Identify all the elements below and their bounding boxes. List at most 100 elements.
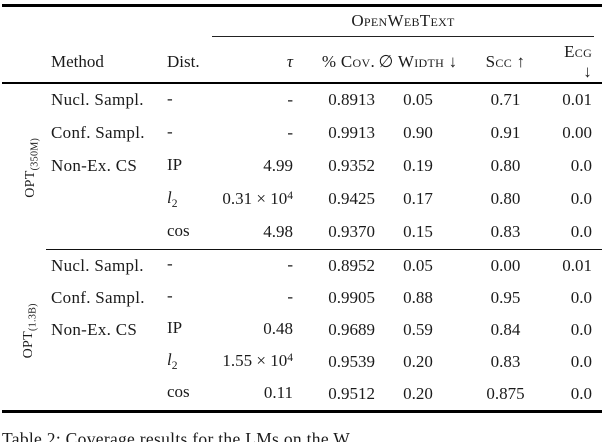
group-label-sub: (1.3B) [27, 303, 39, 332]
table-row: OPT(1.3B) Nucl. Sampl. - - 0.8952 0.05 0… [2, 249, 602, 358]
cell-scc: 0.80 [490, 156, 521, 175]
cell-scc: 0.80 [490, 189, 521, 208]
col-header-method: Method [46, 41, 162, 84]
table-row: cos 0.11 0.9512 0.20 0.875 0.0 [2, 378, 602, 412]
dataset-spanner-row: OpenWebText [2, 6, 602, 42]
cell-dist: l2 [167, 350, 178, 373]
cell-dist: cos [162, 215, 204, 250]
cell-method [46, 378, 162, 412]
col-header-cov: % Cov. [296, 41, 378, 84]
cell-width: 0.05 [403, 90, 433, 109]
cell-scc: 0.91 [490, 123, 521, 142]
cell-cov: 0.9913 [328, 123, 375, 142]
group-opt-1-3b: OPT(1.3B) Nucl. Sampl. - - 0.8952 0.05 0… [2, 249, 602, 411]
cell-cov: 0.9512 [328, 383, 375, 403]
cell-scc: 0.71 [490, 90, 521, 109]
cell-ecg: 0.0 [570, 383, 593, 403]
cell-ecg: 0.0 [570, 287, 593, 307]
cell-tau: - [287, 287, 293, 307]
cell-tau: - [287, 255, 293, 275]
cell-tau: 1.55 × 104 [222, 351, 293, 371]
cell-ecg: 0.0 [570, 319, 593, 339]
cell-tau: 4.98 [204, 215, 296, 250]
table-row: OPT(350M) Nucl. Sampl. - - 0.8913 0.05 0… [2, 83, 602, 198]
col-header-scc: Scc ↑ [458, 41, 553, 84]
cell-cov: 0.9539 [328, 351, 375, 371]
cell-ecg: 0.01 [562, 255, 593, 275]
results-table: OpenWebText Method Dist. τ % Cov. ∅ Widt… [2, 4, 603, 413]
group-label-base: OPT [23, 170, 39, 199]
dataset-spanner: OpenWebText [204, 6, 602, 42]
cell-method [46, 183, 162, 216]
cell-ecg: 0.0 [570, 156, 593, 175]
table-row: Non-Ex. CS IP 0.48 0.9689 0.59 0.84 0.0 [2, 314, 602, 346]
cell-width: 0.20 [403, 351, 433, 371]
cell-tau: 0.11 [263, 383, 293, 403]
cell-cov: 0.8952 [328, 255, 375, 275]
col-header-tau: τ [204, 41, 296, 84]
group-label-opt-350m: OPT(350M) [2, 83, 46, 250]
cell-dist: - [167, 254, 173, 274]
table-caption: Table 2: Coverage results for the LMs on… [2, 429, 351, 442]
cell-width: 0.90 [403, 123, 433, 142]
header-spacer [2, 41, 46, 84]
cell-ecg: 0.0 [553, 215, 603, 250]
col-header-dist: Dist. [162, 41, 204, 84]
group-opt-350m: OPT(350M) Nucl. Sampl. - - 0.8913 0.05 0… [2, 83, 603, 250]
cell-cov: 0.9905 [328, 287, 375, 307]
cell-dist: - [167, 88, 173, 108]
cell-method: Non-Ex. CS [51, 156, 138, 175]
cell-scc: 0.95 [490, 287, 521, 307]
col-header-ecg: Ecg ↓ [553, 41, 603, 84]
cell-method [46, 215, 162, 250]
cell-method: Conf. Sampl. [51, 123, 145, 142]
table-row: Conf. Sampl. - - 0.9913 0.90 0.91 0.00 [2, 117, 602, 150]
spanner-spacer [2, 6, 204, 42]
cell-width: 0.20 [403, 383, 433, 403]
cell-width: 0.17 [403, 189, 433, 208]
table-row: Non-Ex. CS IP 4.99 0.9352 0.19 0.80 0.0 [2, 150, 602, 183]
cell-scc: 0.84 [490, 319, 521, 339]
table-header: OpenWebText Method Dist. τ % Cov. ∅ Widt… [2, 6, 603, 84]
cell-method: Nucl. Sampl. [51, 90, 144, 109]
cell-dist: - [167, 121, 173, 141]
cell-method [46, 346, 162, 378]
cell-tau: - [287, 90, 293, 110]
col-header-width: ∅ Width ↓ [378, 41, 458, 84]
cell-scc: 0.83 [490, 351, 521, 371]
cell-cov: 0.9370 [296, 215, 378, 250]
group-label-base: OPT [20, 331, 36, 359]
cell-cov: 0.9689 [328, 319, 375, 339]
cell-ecg: 0.00 [562, 123, 593, 142]
cell-tau: 0.48 [263, 319, 293, 339]
cell-method: Non-Ex. CS [51, 319, 138, 339]
group-label-sub: (350M) [29, 138, 41, 171]
cell-ecg: 0.0 [570, 351, 593, 371]
cell-method: Nucl. Sampl. [51, 255, 144, 275]
cell-cov: 0.8913 [328, 90, 375, 109]
cell-cov: 0.9425 [328, 189, 375, 208]
cell-width: 0.05 [403, 255, 433, 275]
cell-scc: 0.83 [458, 215, 553, 250]
cell-cov: 0.9352 [328, 156, 375, 175]
table-row: l2 0.31 × 104 0.9425 0.17 0.80 0.0 [2, 183, 602, 216]
cell-width: 0.19 [403, 156, 433, 175]
cell-dist: cos [167, 382, 190, 402]
cell-method: Conf. Sampl. [51, 287, 145, 307]
cell-tau: 4.99 [263, 156, 293, 176]
cell-ecg: 0.0 [570, 189, 593, 208]
cell-dist: l2 [167, 187, 178, 211]
dataset-name: OpenWebText [212, 11, 595, 38]
cell-scc: 0.875 [486, 383, 525, 403]
cell-dist: - [167, 286, 173, 306]
table-row: cos 4.98 0.9370 0.15 0.83 0.0 [2, 215, 603, 250]
cell-dist: IP [167, 154, 183, 174]
cell-scc: 0.00 [490, 255, 521, 275]
group-label-opt-1-3b: OPT(1.3B) [2, 249, 46, 411]
cell-width: 0.88 [403, 287, 433, 307]
column-header-row: Method Dist. τ % Cov. ∅ Width ↓ Scc ↑ Ec… [2, 41, 603, 84]
table-row: l2 1.55 × 104 0.9539 0.20 0.83 0.0 [2, 346, 602, 378]
cell-ecg: 0.01 [562, 90, 593, 109]
cell-tau: - [287, 123, 293, 143]
